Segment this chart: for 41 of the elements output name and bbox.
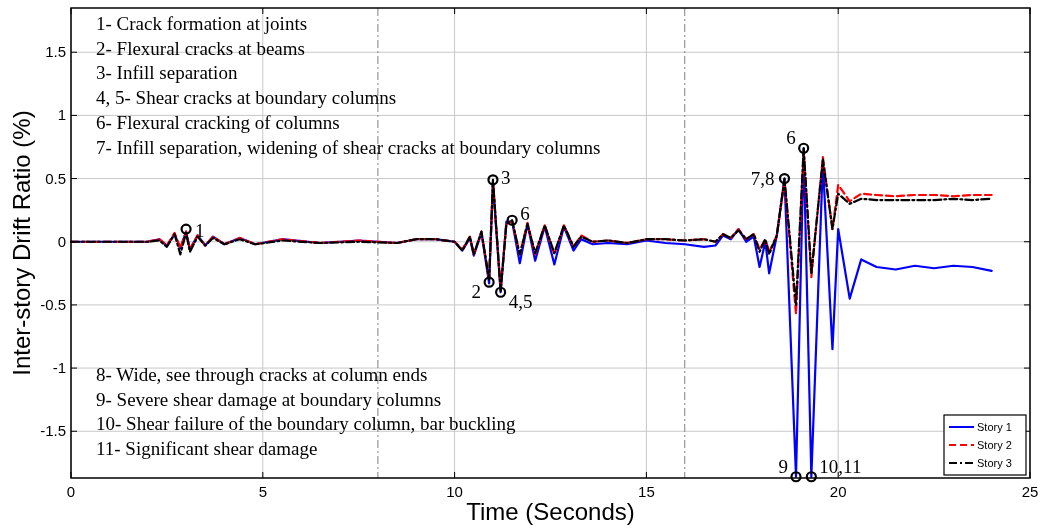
y-tick-label: 0.5 [45,169,66,187]
y-tick-label: 0 [57,232,66,250]
y-tick-label: -1.5 [40,422,66,440]
annotation: 11- Significant shear damage [96,438,318,460]
legend-label: Story 2 [977,439,1012,451]
annotation: 7- Infill separation, widening of shear cracks at boundary columns [96,136,601,158]
y-tick-label: -1 [52,359,66,377]
annotation: 7,8 [750,167,775,189]
y-axis-title: Inter-story Drift Ratio (%) [8,110,35,376]
annotation: 1 [195,220,205,242]
annotation: 6- Flexural cracking of columns [96,111,340,133]
annotation: 1- Crack formation at joints [96,13,308,34]
point [487,174,499,186]
annotation: 2- Flexural cracks at beams [96,37,305,59]
annotation: 4, 5- Shear cracks at boundary columns [96,87,397,109]
annotation: 6 [786,127,796,149]
annotation: 9- Severe shear damage at boundary columns [96,388,442,410]
x-tick-label: 25 [1021,483,1039,500]
annotation: 3- Infill separation [96,62,238,84]
point [506,214,518,226]
y-tick-label: 1.5 [45,43,66,61]
annotation: 10- Shear failure of the boundary column, bar buckling [96,413,516,435]
point [495,286,507,298]
annotation: 10,11 [819,455,862,477]
x-tick-label: 5 [258,483,267,500]
point [798,142,810,154]
x-tick-label: 10 [446,483,463,500]
point [778,172,791,185]
annotation: 2 [471,281,482,303]
annotation: 8- Wide, see through cracks at column ends [96,364,428,385]
annotation: 4,5 [508,291,533,313]
x-tick-label: 20 [829,483,847,500]
y-tick-label: -0.5 [40,295,66,313]
y-tick-label: 1 [57,106,66,124]
annotation: 9 [778,455,788,477]
x-axis-title: Time (Seconds) [466,498,635,525]
annotation: 3 [500,166,511,188]
annotation: 6 [520,203,530,225]
legend-label: Story 3 [977,457,1012,469]
x-tick-label: 15 [638,483,655,500]
legend-label: Story 1 [977,421,1012,433]
